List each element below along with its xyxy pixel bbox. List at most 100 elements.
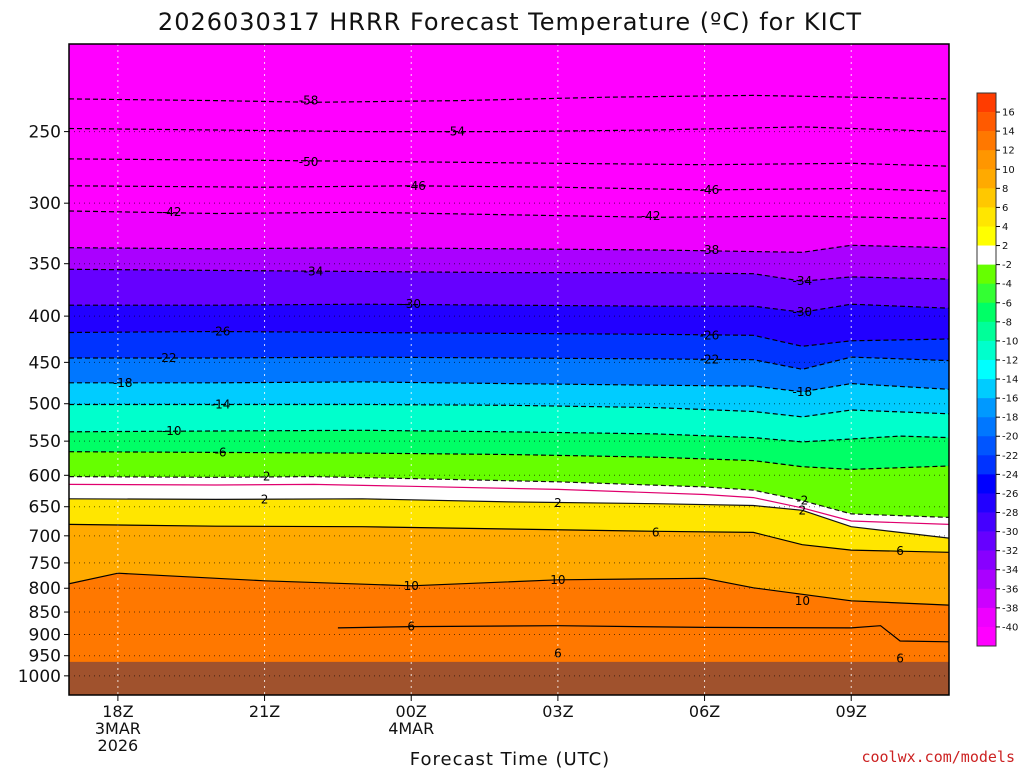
y-tick-label: 900: [29, 625, 61, 645]
colorbar-tick-label: -40: [1002, 622, 1018, 633]
y-tick-label: 850: [29, 603, 61, 623]
contour-label: -42: [162, 205, 182, 219]
colorbar-tick-label: 16: [1002, 108, 1015, 119]
colorbar-segment: [977, 131, 996, 151]
colorbar-segment: [977, 455, 996, 475]
contour-line: [69, 185, 949, 192]
colorbar-tick-label: -2: [1002, 260, 1012, 271]
contour-label: -54: [445, 125, 465, 139]
colorbar-tick-label: -36: [1002, 584, 1018, 595]
colorbar-segment: [977, 340, 996, 361]
contour-label: -26: [211, 325, 231, 339]
colorbar-segment: [977, 112, 996, 132]
contour-label: -18: [113, 376, 133, 390]
colorbar-segment: [977, 321, 996, 342]
contour-label: -42: [641, 209, 661, 223]
colorbar-tick-label: -38: [1002, 603, 1018, 614]
colorbar-tick-label: -6: [1002, 298, 1012, 309]
contour-label: -10: [162, 424, 182, 438]
y-tick-label: 550: [29, 432, 61, 452]
colorbar-segment: [977, 283, 996, 304]
colorbar-tick-label: 4: [1002, 222, 1008, 233]
colorbar-segment: [977, 436, 996, 456]
colorbar-tick-label: 6: [1002, 203, 1008, 214]
x-tick-label: 18Z: [102, 702, 133, 721]
contour-label: -22: [157, 351, 177, 365]
contour-label: -26: [700, 328, 720, 342]
colorbar-tick-label: 8: [1002, 184, 1008, 195]
colorbar-tick-label: 14: [1002, 127, 1015, 138]
colorbar-tick-label: -34: [1002, 565, 1018, 576]
colorbar-segment: [977, 493, 996, 513]
colorbar-tick-label: -10: [1002, 336, 1018, 347]
contour-label: -30: [401, 297, 421, 311]
x-axis-label: Forecast Time (UTC): [410, 749, 610, 768]
contour-line: [69, 475, 949, 518]
colorbar-segment: [977, 169, 996, 189]
colorbar-segment: [977, 607, 996, 628]
ground-layer: [69, 661, 949, 695]
contour-line: [69, 523, 949, 553]
contour-label: -46: [700, 183, 720, 197]
colorbar-tick-label: 10: [1002, 165, 1015, 176]
contour-label: -18: [793, 385, 813, 399]
contour-label: -2: [796, 494, 808, 508]
contour-line: [69, 210, 949, 220]
colorbar-segment: [977, 359, 996, 380]
colorbar-segment: [977, 512, 996, 532]
y-tick-label: 950: [29, 647, 61, 667]
colorbar-tick-label: -20: [1002, 432, 1018, 443]
colorbar-segment: [977, 588, 996, 609]
colorbar-segment: [977, 474, 996, 494]
contour-label: -30: [793, 305, 813, 319]
contour-label: 6: [554, 647, 562, 661]
colorbar-tick-label: -16: [1002, 394, 1018, 405]
credit-text: coolwx.com/models: [861, 748, 1015, 766]
contour-line: [69, 498, 949, 539]
y-tick-label: 450: [29, 353, 61, 373]
contour-line: [69, 244, 949, 253]
contour-label: 10: [550, 573, 565, 587]
contour-label: 6: [896, 652, 904, 666]
contour-label: 6: [896, 544, 904, 558]
colorbar-segment: [977, 245, 996, 265]
contour-label: -2: [259, 470, 271, 484]
colorbar-tick-label: -30: [1002, 527, 1018, 538]
contour-label: 10: [795, 594, 810, 608]
x-tick-label: 4MAR: [388, 719, 434, 738]
colorbar-tick-label: 2: [1002, 241, 1008, 252]
y-tick-label: 750: [29, 554, 61, 574]
x-tick-label: 03Z: [542, 702, 573, 721]
colorbar-segment: [977, 531, 996, 551]
colorbar-tick-label: -18: [1002, 413, 1018, 424]
y-tick-label: 1000: [18, 667, 61, 687]
contour-label: 2: [261, 492, 269, 506]
x-tick-label: 00Z: [396, 702, 427, 721]
contour-line: [69, 330, 949, 347]
x-tick-label: 09Z: [836, 702, 867, 721]
y-tick-label: 350: [29, 255, 61, 275]
colorbar-segment: [977, 150, 996, 170]
y-tick-label: 500: [29, 395, 61, 415]
colorbar-tick-label: -24: [1002, 470, 1018, 481]
contour-line: [69, 381, 949, 393]
colorbar-segment: [977, 626, 996, 647]
colorbar-tick-label: -28: [1002, 508, 1018, 519]
colorbar-segment: [977, 188, 996, 208]
contour-label: 10: [404, 579, 419, 593]
contour-line: [69, 403, 949, 418]
colorbar-tick-label: -22: [1002, 451, 1018, 462]
contour-line: [69, 268, 949, 282]
colorbar-segment: [977, 226, 996, 246]
contour-line: [69, 158, 949, 167]
contour-line: [337, 625, 949, 643]
contour-line: [69, 356, 949, 370]
contour-label: -50: [299, 155, 319, 169]
colorbar-tick-label: 12: [1002, 146, 1015, 157]
contour-label: -38: [700, 243, 720, 257]
contour-line: [69, 303, 949, 313]
colorbar-segment: [977, 379, 996, 399]
colorbar-segment: [977, 569, 996, 590]
plot-frame: [68, 43, 950, 696]
